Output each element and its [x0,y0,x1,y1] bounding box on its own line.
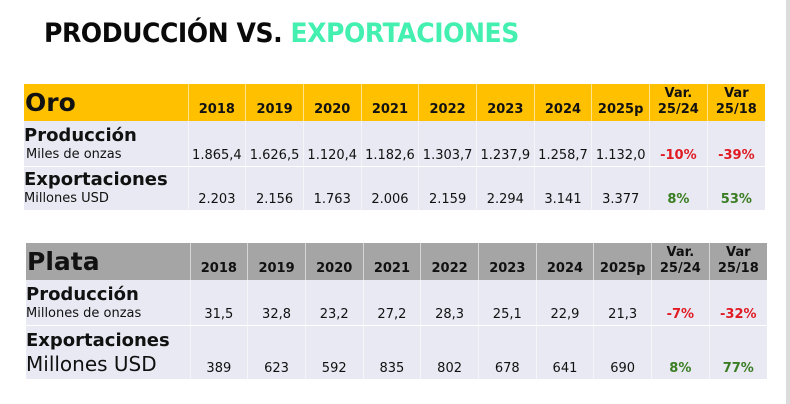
var-25-18-cell: 77% [709,325,767,380]
column-header: 2019 [245,84,304,121]
column-header: 2024 [534,84,593,121]
value-cell: 27,2 [363,280,422,326]
value-cell: 1.237,9 [476,121,535,167]
value-cell: 32,8 [247,280,306,326]
column-header-var-25-24: Var. 25/24 [651,243,710,280]
column-header: 2023 [478,243,537,280]
var-line2: 25/18 [715,102,757,117]
column-header: 2025p [593,243,652,280]
value-cell: 1.865,4 [188,121,247,167]
row-unit: Millones USD [26,352,157,376]
title-part-produccion: PRODUCCIÓN VS. [44,18,283,49]
row-label: Exportaciones [26,330,170,351]
var-line1: Var [724,86,749,101]
var-25-24-cell: 8% [651,325,710,380]
table-row: Exportaciones Millones USD 2.203 2.156 1… [24,166,765,211]
column-header: 2021 [361,84,420,121]
column-header: 2021 [363,243,422,280]
value-cell: 1.182,6 [361,121,420,167]
value-cell: 389 [190,325,249,380]
row-label-cell: Producción Miles de onzas [24,121,189,167]
right-edge-stripe [786,0,790,404]
value-cell: 2.006 [361,166,420,211]
column-header: 2022 [420,243,479,280]
column-header: 2020 [305,243,364,280]
column-header: 2024 [536,243,595,280]
column-header: 2018 [188,84,247,121]
value-cell: 592 [305,325,364,380]
value-cell: 623 [247,325,306,380]
value-cell: 22,9 [536,280,595,326]
column-header: 2025p [591,84,651,121]
var-25-24-cell: 8% [649,166,708,211]
table-row: Exportaciones Millones USD 389 623 592 8… [26,325,767,380]
column-header-var-25-18: Var 25/18 [707,84,765,121]
row-label: Producción [24,125,137,146]
column-header: 2018 [190,243,249,280]
oro-table-name: Oro [24,84,189,121]
value-cell: 1.120,4 [303,121,362,167]
title-part-exportaciones: EXPORTACIONES [290,18,519,49]
value-cell: 3.377 [591,166,651,211]
value-cell: 690 [593,325,652,380]
column-header: 2022 [418,84,477,121]
row-unit: Millones USD [24,191,109,206]
value-cell: 2.203 [188,166,247,211]
value-cell: 23,2 [305,280,364,326]
column-header-var-25-24: Var. 25/24 [649,84,708,121]
column-header: 2020 [303,84,362,121]
value-cell: 2.156 [245,166,304,211]
value-cell: 1.626,5 [245,121,304,167]
var-line2: 25/24 [659,261,701,276]
page-title: PRODUCCIÓN VS. EXPORTACIONES [44,14,519,54]
row-label: Producción [26,284,139,305]
row-label-cell: Exportaciones Millones USD [24,166,189,211]
value-cell: 3.141 [534,166,593,211]
var-25-18-cell: 53% [707,166,765,211]
value-cell: 2.159 [418,166,477,211]
var-line1: Var. [666,245,695,260]
value-cell: 2.294 [476,166,535,211]
value-cell: 1.132,0 [591,121,651,167]
plata-header-row: Plata 2018 2019 2020 2021 2022 2023 2024… [26,243,767,280]
column-header-var-25-18: Var 25/18 [709,243,767,280]
var-line1: Var [726,245,751,260]
column-header: 2019 [247,243,306,280]
var-25-18-cell: -32% [709,280,767,326]
value-cell: 835 [363,325,422,380]
var-25-24-cell: -7% [651,280,710,326]
value-cell: 641 [536,325,595,380]
value-cell: 678 [478,325,537,380]
value-cell: 1.258,7 [534,121,593,167]
plata-table: Plata 2018 2019 2020 2021 2022 2023 2024… [26,243,767,380]
value-cell: 1.763 [303,166,362,211]
value-cell: 31,5 [190,280,249,326]
table-row: Producción Millones de onzas 31,5 32,8 2… [26,280,767,326]
var-25-18-cell: -39% [707,121,765,167]
value-cell: 25,1 [478,280,537,326]
table-row: Producción Miles de onzas 1.865,4 1.626,… [24,121,765,167]
plata-table-name: Plata [26,243,191,280]
var-line2: 25/18 [717,261,759,276]
value-cell: 21,3 [593,280,652,326]
var-line1: Var. [664,86,693,101]
column-header: 2023 [476,84,535,121]
row-label-cell: Exportaciones Millones USD [26,325,191,380]
value-cell: 28,3 [420,280,479,326]
var-line2: 25/24 [657,102,699,117]
value-cell: 1.303,7 [418,121,477,167]
var-25-24-cell: -10% [649,121,708,167]
row-label-cell: Producción Millones de onzas [26,280,191,326]
row-unit: Miles de onzas [26,147,122,162]
row-label: Exportaciones [24,169,168,190]
value-cell: 802 [420,325,479,380]
row-unit: Millones de onzas [26,306,142,321]
oro-table: Oro 2018 2019 2020 2021 2022 2023 2024 2… [24,84,765,211]
oro-header-row: Oro 2018 2019 2020 2021 2022 2023 2024 2… [24,84,765,121]
